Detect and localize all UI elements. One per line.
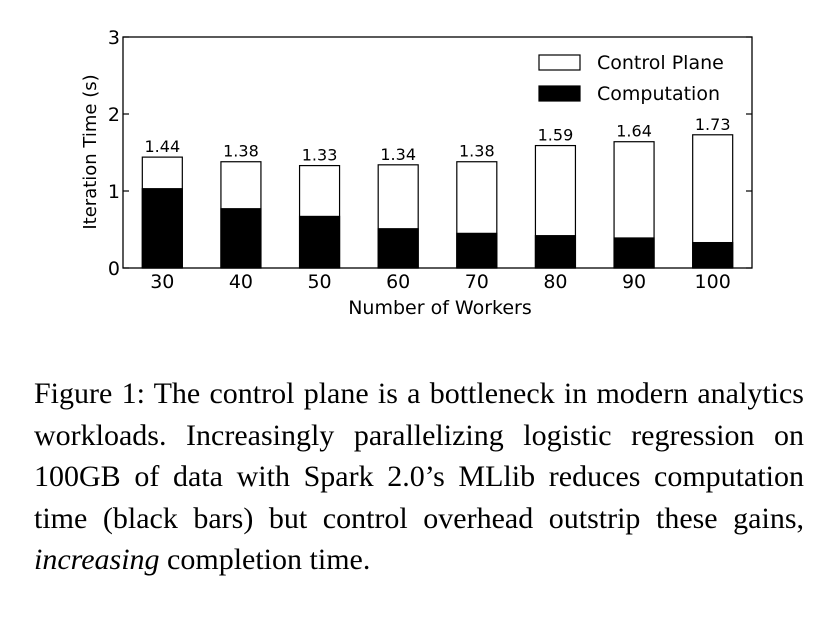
x-tick-label: 100 <box>695 271 731 293</box>
bar-value-label: 1.33 <box>302 146 338 165</box>
x-tick-label: 50 <box>307 271 331 293</box>
bar-computation <box>220 208 262 269</box>
bar-chart: 0 1 2 3 1.44 1.38 1.33 1.34 1.38 1.59 1.64 1.73 30… <box>80 27 753 319</box>
x-axis: 30 40 50 60 70 80 90 100 <box>150 271 731 293</box>
y-tick-label: 2 <box>108 104 120 126</box>
bar-value-label: 1.64 <box>616 122 652 141</box>
caption-text: The control plane is a bottleneck in mod… <box>34 377 804 535</box>
y-axis: 0 1 2 3 <box>108 27 752 280</box>
bar-value-label: 1.38 <box>223 142 259 161</box>
bar-computation <box>298 215 341 269</box>
x-tick-label: 60 <box>386 271 410 293</box>
caption-text-end: completion time. <box>167 543 371 576</box>
x-tick-label: 40 <box>229 271 253 293</box>
x-axis-label: Number of Workers <box>348 297 532 319</box>
x-tick-label: 30 <box>150 271 174 293</box>
legend: Control Plane Computation <box>538 52 724 105</box>
caption-label: Figure 1: <box>34 377 145 410</box>
bar-computation <box>141 188 183 269</box>
legend-swatch-control-plane <box>538 54 581 71</box>
x-tick-label: 90 <box>622 271 646 293</box>
y-tick-label: 1 <box>108 181 120 203</box>
caption-emphasis: increasing <box>34 543 160 576</box>
bar-value-label: 1.44 <box>145 137 181 156</box>
bar-computation <box>613 237 655 269</box>
x-tick-label: 70 <box>465 271 489 293</box>
bar-value-label: 1.73 <box>695 115 731 134</box>
bar-value-label: 1.38 <box>459 142 495 161</box>
x-tick-label: 80 <box>543 271 567 293</box>
y-tick-label: 3 <box>108 27 120 49</box>
y-axis-label: Iteration Time (s) <box>80 74 101 229</box>
legend-label-control-plane: Control Plane <box>597 52 724 74</box>
bar-computation <box>456 232 498 269</box>
bar-computation <box>534 235 577 269</box>
legend-label-computation: Computation <box>597 83 720 105</box>
legend-swatch-computation <box>538 85 581 102</box>
bar-computation <box>377 228 419 269</box>
value-labels: 1.44 1.38 1.33 1.34 1.38 1.59 1.64 1.73 <box>145 115 731 165</box>
bar-value-label: 1.59 <box>538 126 574 145</box>
figure-caption: Figure 1: The control plane is a bottlen… <box>34 373 804 581</box>
bar-value-label: 1.34 <box>380 145 416 164</box>
y-tick-label: 0 <box>108 258 120 280</box>
bars <box>141 134 734 269</box>
bar-computation <box>692 241 734 269</box>
